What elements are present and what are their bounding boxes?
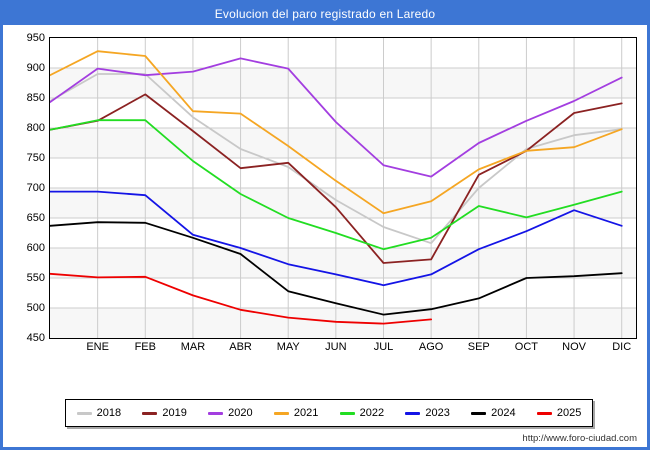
legend-swatch-icon [142,411,158,415]
legend-item-2020[interactable]: 2020 [208,407,253,419]
legend-item-2025[interactable]: 2025 [536,407,582,419]
series-2020 [50,57,623,178]
y-axis-tick: 450 [26,332,45,344]
x-axis-tick: JUL [373,341,394,353]
x-axis-tick: MAY [276,341,300,353]
legend-item-2024[interactable]: 2024 [471,407,516,419]
legend-swatch-icon [273,411,289,415]
x-axis-tick: ENE [86,341,109,353]
x-axis-tick: FEB [134,341,156,353]
series-2023 [50,190,623,287]
y-axis-tick: 950 [26,32,45,44]
series-2022 [50,119,623,251]
y-axis-tick: 900 [26,62,45,74]
legend-swatch-icon [536,411,552,415]
x-axis-tick: NOV [562,341,586,353]
x-axis-tick: JUN [325,341,347,353]
legend-item-2023[interactable]: 2023 [405,407,450,419]
x-axis-labels: ENE FEB MAR ABR MAY JUN JUL AGO SEP OCT NOV DIC [49,341,637,359]
y-axis-tick: 500 [26,302,45,314]
series-lines [50,38,636,338]
legend-swatch-icon [405,411,421,415]
legend-item-2021[interactable]: 2021 [273,407,319,419]
y-axis-tick: 850 [26,92,45,104]
legend-swatch-icon [339,411,355,415]
y-axis-tick: 650 [26,212,45,224]
legend-item-2019[interactable]: 2019 [142,407,187,419]
page-title: Evolucion del paro registrado en Laredo [3,3,647,25]
legend-item-2018[interactable]: 2018 [76,407,122,419]
plot-canvas [49,37,637,339]
legend-label: 2022 [359,407,385,419]
legend-swatch-icon [471,411,487,415]
y-axis-labels: 950 900 850 800 750 700 650 600 550 500 450 [3,32,45,344]
y-axis-tick: 800 [26,122,45,134]
legend-label: 2023 [425,407,450,419]
legend-label: 2024 [491,407,516,419]
chart-legend[interactable]: 2018 2019 2020 2021 2022 2023 2024 2025 [65,399,593,427]
legend-label: 2021 [293,407,319,419]
x-axis-tick: AGO [418,341,444,353]
x-axis-tick: ABR [229,341,252,353]
x-axis-tick: SEP [467,341,490,353]
legend-label: 2019 [162,407,187,419]
legend-item-2022[interactable]: 2022 [339,407,385,419]
x-axis-tick: DIC [612,341,632,353]
series-2018 [50,73,623,245]
legend-swatch-icon [76,411,92,415]
x-axis-tick: MAR [180,341,206,353]
y-axis-tick: 700 [26,182,45,194]
x-axis-tick: OCT [514,341,539,353]
series-2025 [50,272,433,325]
y-axis-tick: 550 [26,272,45,284]
legend-label: 2025 [556,407,582,419]
y-axis-tick: 600 [26,242,45,254]
series-2021 [50,50,623,215]
series-2024 [50,221,623,316]
legend-label: 2018 [96,407,122,419]
source-url: http://www.foro-ciudad.com [522,433,637,444]
chart-area: 950 900 850 800 750 700 650 600 550 500 450 ENE FEB… [3,25,647,447]
legend-label: 2020 [228,407,253,419]
legend-swatch-icon [208,411,224,415]
y-axis-tick: 750 [26,152,45,164]
